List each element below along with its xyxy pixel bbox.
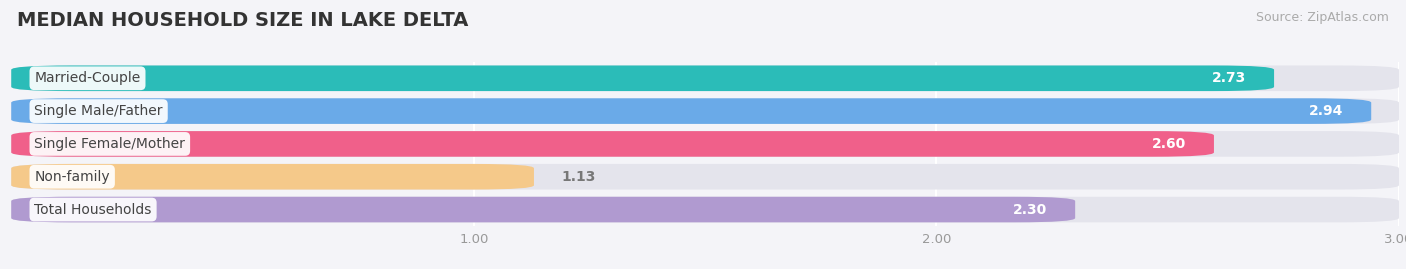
FancyBboxPatch shape bbox=[11, 164, 1399, 190]
FancyBboxPatch shape bbox=[11, 164, 534, 190]
Text: Single Male/Father: Single Male/Father bbox=[34, 104, 163, 118]
FancyBboxPatch shape bbox=[11, 197, 1076, 222]
FancyBboxPatch shape bbox=[11, 65, 1399, 91]
Text: Source: ZipAtlas.com: Source: ZipAtlas.com bbox=[1256, 11, 1389, 24]
Text: Total Households: Total Households bbox=[34, 203, 152, 217]
FancyBboxPatch shape bbox=[11, 131, 1213, 157]
FancyBboxPatch shape bbox=[11, 98, 1371, 124]
Text: 2.73: 2.73 bbox=[1212, 71, 1246, 85]
Text: MEDIAN HOUSEHOLD SIZE IN LAKE DELTA: MEDIAN HOUSEHOLD SIZE IN LAKE DELTA bbox=[17, 11, 468, 30]
FancyBboxPatch shape bbox=[11, 65, 1274, 91]
Text: Non-family: Non-family bbox=[34, 170, 110, 184]
FancyBboxPatch shape bbox=[11, 197, 1399, 222]
FancyBboxPatch shape bbox=[11, 131, 1399, 157]
Text: Single Female/Mother: Single Female/Mother bbox=[34, 137, 186, 151]
Text: 2.60: 2.60 bbox=[1152, 137, 1187, 151]
Text: Married-Couple: Married-Couple bbox=[34, 71, 141, 85]
Text: 2.30: 2.30 bbox=[1014, 203, 1047, 217]
FancyBboxPatch shape bbox=[11, 98, 1399, 124]
Text: 1.13: 1.13 bbox=[562, 170, 596, 184]
Text: 2.94: 2.94 bbox=[1309, 104, 1344, 118]
